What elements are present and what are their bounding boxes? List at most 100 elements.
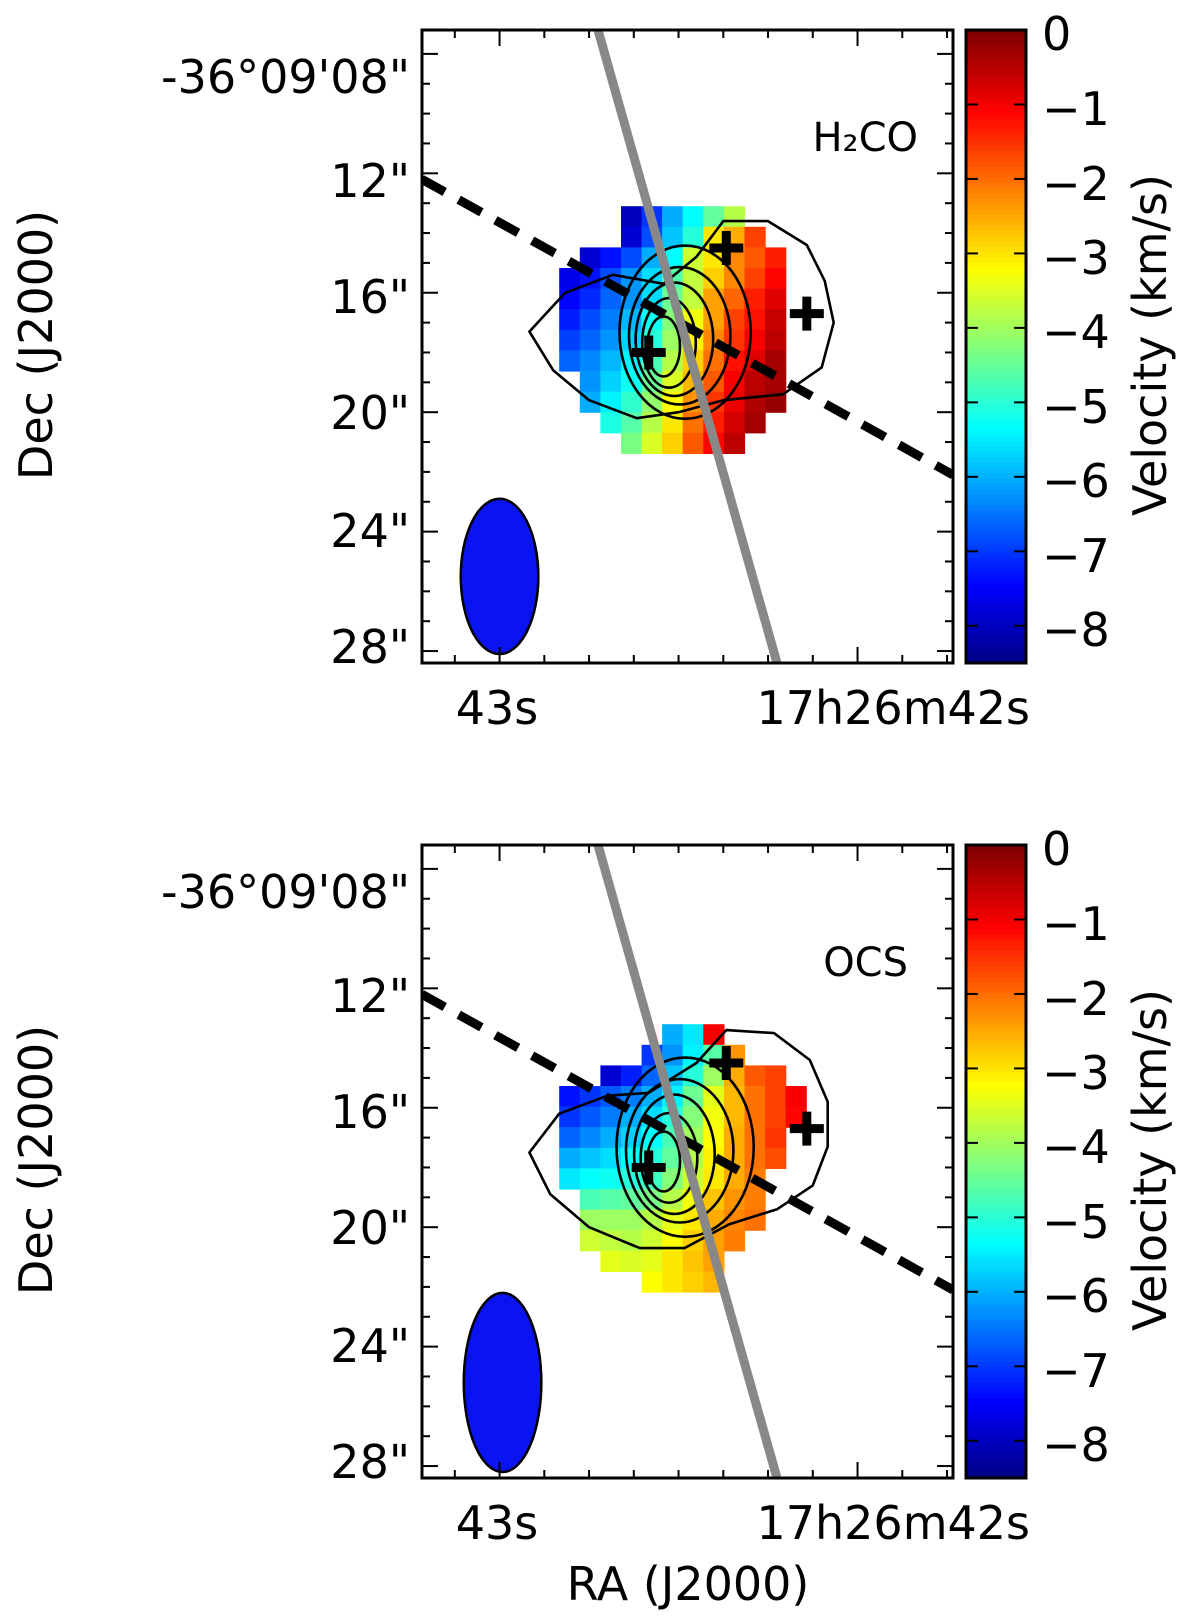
velocity-pixel (703, 309, 725, 331)
colorbar-segment (966, 1203, 1026, 1210)
colorbar-segment (966, 335, 1026, 342)
colorbar-segment (966, 140, 1026, 147)
colorbar-segment (966, 235, 1026, 242)
beam-ellipse (459, 497, 540, 656)
axis-lines (422, 30, 953, 663)
colorbar-segment (966, 341, 1026, 348)
colorbar-segment (966, 51, 1026, 57)
colorbar-tick-label: −3 (1042, 231, 1110, 285)
velocity-pixel (723, 288, 746, 310)
colorbar-segment (966, 1451, 1026, 1458)
colorbar-segment (966, 404, 1026, 411)
velocity-pixel (579, 1086, 601, 1108)
velocity-pixel (559, 268, 581, 290)
colorbar-segment (966, 594, 1026, 601)
velocity-pixel (559, 329, 581, 351)
velocity-pixel (744, 309, 766, 331)
colorbar-segment (966, 908, 1026, 915)
velocity-pixel (765, 391, 787, 413)
colorbar-segment (966, 1462, 1026, 1469)
colorbar-segment (966, 1177, 1026, 1184)
colorbar-segment (966, 309, 1026, 316)
colorbar-segment (966, 1077, 1026, 1083)
frame-ticks (422, 845, 953, 1478)
beam (459, 497, 540, 656)
colorbar-tick-labels: 0 −1 −2 −3 −4 −5 −6 −7 −8 (1042, 822, 1110, 1472)
colorbar-segment (966, 1404, 1026, 1411)
colorbar-segment (966, 1251, 1026, 1258)
colorbar-tick-label: −8 (1042, 1418, 1110, 1472)
velocity-pixel (723, 371, 746, 393)
colorbar-segment (966, 976, 1026, 983)
colorbar-segment (966, 647, 1026, 654)
colorbar-segment (966, 945, 1026, 952)
colorbar-segment (966, 441, 1026, 448)
colorbar-segment (966, 1219, 1026, 1226)
plot-frame (420, 843, 955, 1480)
velocity-pixel (579, 1127, 601, 1149)
panel-h2co: H₂CO -36°09'08" 12" 16" 20" 24" 28" 43s … (9, 7, 1177, 735)
colorbar-segment (966, 230, 1026, 237)
outer-contour (528, 219, 836, 420)
colorbar-tick-labels: 0 −1 −2 −3 −4 −5 −6 −7 −8 (1042, 7, 1110, 657)
colorbar-segment (966, 1092, 1026, 1099)
velocity-pixel (579, 247, 601, 269)
colorbar-segment (966, 1372, 1026, 1379)
velocity-pixel (744, 1189, 766, 1211)
colorbar-segment (966, 599, 1026, 606)
colorbar-segment (966, 415, 1026, 421)
colorbar-segment (966, 219, 1026, 226)
colorbar-segment (966, 578, 1026, 585)
colorbar-segment (966, 293, 1026, 300)
colorbar-segment (966, 156, 1026, 163)
plot-frame (420, 28, 955, 665)
colorbar-segment (966, 982, 1026, 989)
colorbar-segment (966, 626, 1026, 632)
colorbar-segment (966, 241, 1026, 247)
colorbar-tick-label: −2 (1042, 972, 1110, 1026)
velocity-pixel (703, 371, 725, 393)
colorbar-segment (966, 1124, 1026, 1131)
colorbar-tick-label: −5 (1042, 380, 1110, 434)
intensity-contour (615, 1056, 755, 1239)
colorbar-segment (966, 1019, 1026, 1025)
colorbar-segment (966, 1383, 1026, 1389)
colorbar-segment (966, 1056, 1026, 1062)
velocity-pixel (744, 1086, 766, 1108)
colorbar-segment (966, 1114, 1026, 1120)
colorbar-segment (966, 562, 1026, 569)
colorbar-segment (966, 262, 1026, 268)
colorbar-segment (966, 971, 1026, 978)
colorbar-segment (966, 1208, 1026, 1215)
velocity-pixel (765, 1147, 787, 1169)
colorbar-segment (966, 1061, 1026, 1068)
colorbar-segment (966, 1361, 1026, 1368)
colorbar-segment (966, 383, 1026, 390)
colorbar-segment (966, 483, 1026, 490)
colorbar-segment (966, 1435, 1026, 1442)
colorbar-segment (966, 56, 1026, 63)
y-tick-label: 28" (330, 1435, 410, 1489)
colorbar-segment (966, 351, 1026, 358)
colorbar-segment (966, 1119, 1026, 1126)
velocity-pixel (579, 1106, 601, 1128)
colorbar-segment (966, 1098, 1026, 1105)
velocity-pixel (662, 1189, 684, 1211)
colorbar-segment (966, 256, 1026, 263)
velocity-pixel (744, 1065, 766, 1087)
velocity-pixel (600, 329, 622, 351)
colorbar-segment (966, 1446, 1026, 1453)
colorbar-segment (966, 109, 1026, 116)
velocity-pixel (600, 1209, 622, 1231)
colorbar-segment (966, 1066, 1026, 1073)
colorbar-segment (966, 346, 1026, 353)
colorbar-segment (966, 934, 1026, 941)
source-cross (631, 1150, 666, 1185)
colorbar-segment (966, 82, 1026, 89)
velocity-pixel (682, 1250, 704, 1272)
colorbar-segment (966, 1282, 1026, 1289)
velocity-pixel (621, 206, 643, 228)
axis-lines (422, 845, 953, 1478)
colorbar-segment (966, 119, 1026, 126)
colorbar-segment (966, 1409, 1026, 1416)
